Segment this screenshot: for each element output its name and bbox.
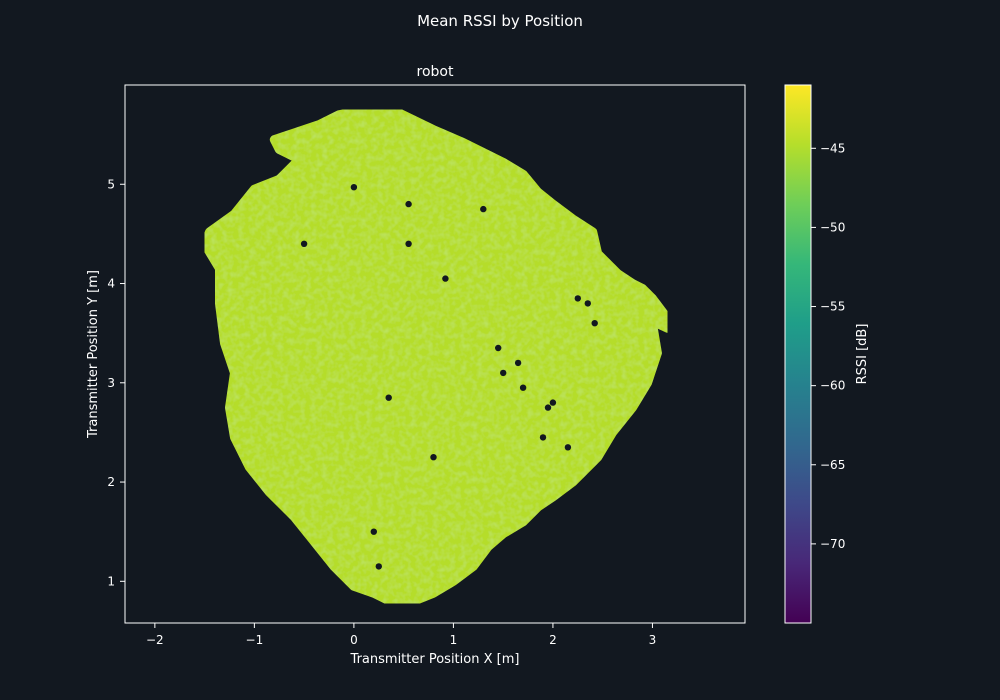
x-tick-label: 2	[549, 633, 557, 647]
scatter-gap	[514, 359, 522, 367]
scatter-gap	[375, 563, 382, 570]
scatter-gap	[300, 240, 308, 247]
y-tick-label: 5	[107, 177, 115, 191]
scatter-gap	[442, 275, 449, 282]
y-tick-label: 2	[107, 475, 115, 489]
scatter-gap	[405, 200, 412, 208]
colorbar-tick-label: −70	[820, 537, 845, 551]
x-tick-label: 0	[350, 633, 358, 647]
scatter-gap	[591, 320, 598, 327]
plot-title: robot	[417, 64, 454, 80]
scatter-gap	[584, 300, 591, 307]
colorbar-tick-label: −55	[820, 300, 845, 314]
scatter-gap	[519, 384, 527, 391]
x-tick-label: 3	[649, 633, 657, 647]
x-axis-ticks: −2 −1 0 1 2 3	[146, 623, 656, 647]
scatter-gap	[405, 240, 412, 247]
colorbar-tick-label: −60	[820, 379, 845, 393]
colorbar-ticks: −70 −65 −60 −55 −50 −45	[811, 141, 845, 551]
colorbar-tick-label: −45	[820, 141, 845, 155]
y-axis-ticks: 1 2 3 4 5	[107, 177, 125, 588]
plot-frame	[124, 84, 746, 624]
scatter-gap	[539, 434, 547, 441]
colorbar: −70 −65 −60 −55 −50 −45 RSSI [dB]	[784, 84, 870, 624]
colorbar-tick-label: −50	[820, 220, 845, 234]
scatter-plot-area: −2 −1 0 1 2 3 1 2 3 4 5	[107, 84, 746, 647]
y-tick-label: 1	[107, 574, 115, 588]
scatter-gap	[480, 205, 487, 213]
scatter-region	[200, 105, 672, 608]
y-axis-label: Transmitter Position Y [m]	[86, 270, 101, 439]
scatter-gap	[500, 369, 507, 377]
scatter-gap	[430, 454, 437, 461]
y-tick-label: 4	[107, 277, 115, 291]
scatter-gap	[370, 528, 377, 535]
x-tick-label: −2	[146, 633, 164, 647]
x-axis-label: Transmitter Position X [m]	[350, 652, 520, 667]
y-tick-label: 3	[107, 376, 115, 390]
scatter-gap	[549, 399, 557, 406]
scatter-gap	[350, 184, 358, 191]
x-tick-label: −1	[246, 633, 264, 647]
figure-title: Mean RSSI by Position	[417, 12, 583, 30]
colorbar-gradient	[784, 84, 812, 624]
colorbar-tick-label: −65	[820, 458, 845, 472]
x-tick-label: 1	[450, 633, 458, 647]
scatter-marks	[200, 105, 672, 608]
scatter-gap	[495, 344, 502, 352]
scatter-gap	[385, 394, 392, 401]
scatter-gap	[574, 295, 581, 302]
colorbar-label: RSSI [dB]	[855, 324, 870, 385]
scatter-gap	[564, 444, 572, 451]
scatter-gap	[544, 404, 552, 411]
